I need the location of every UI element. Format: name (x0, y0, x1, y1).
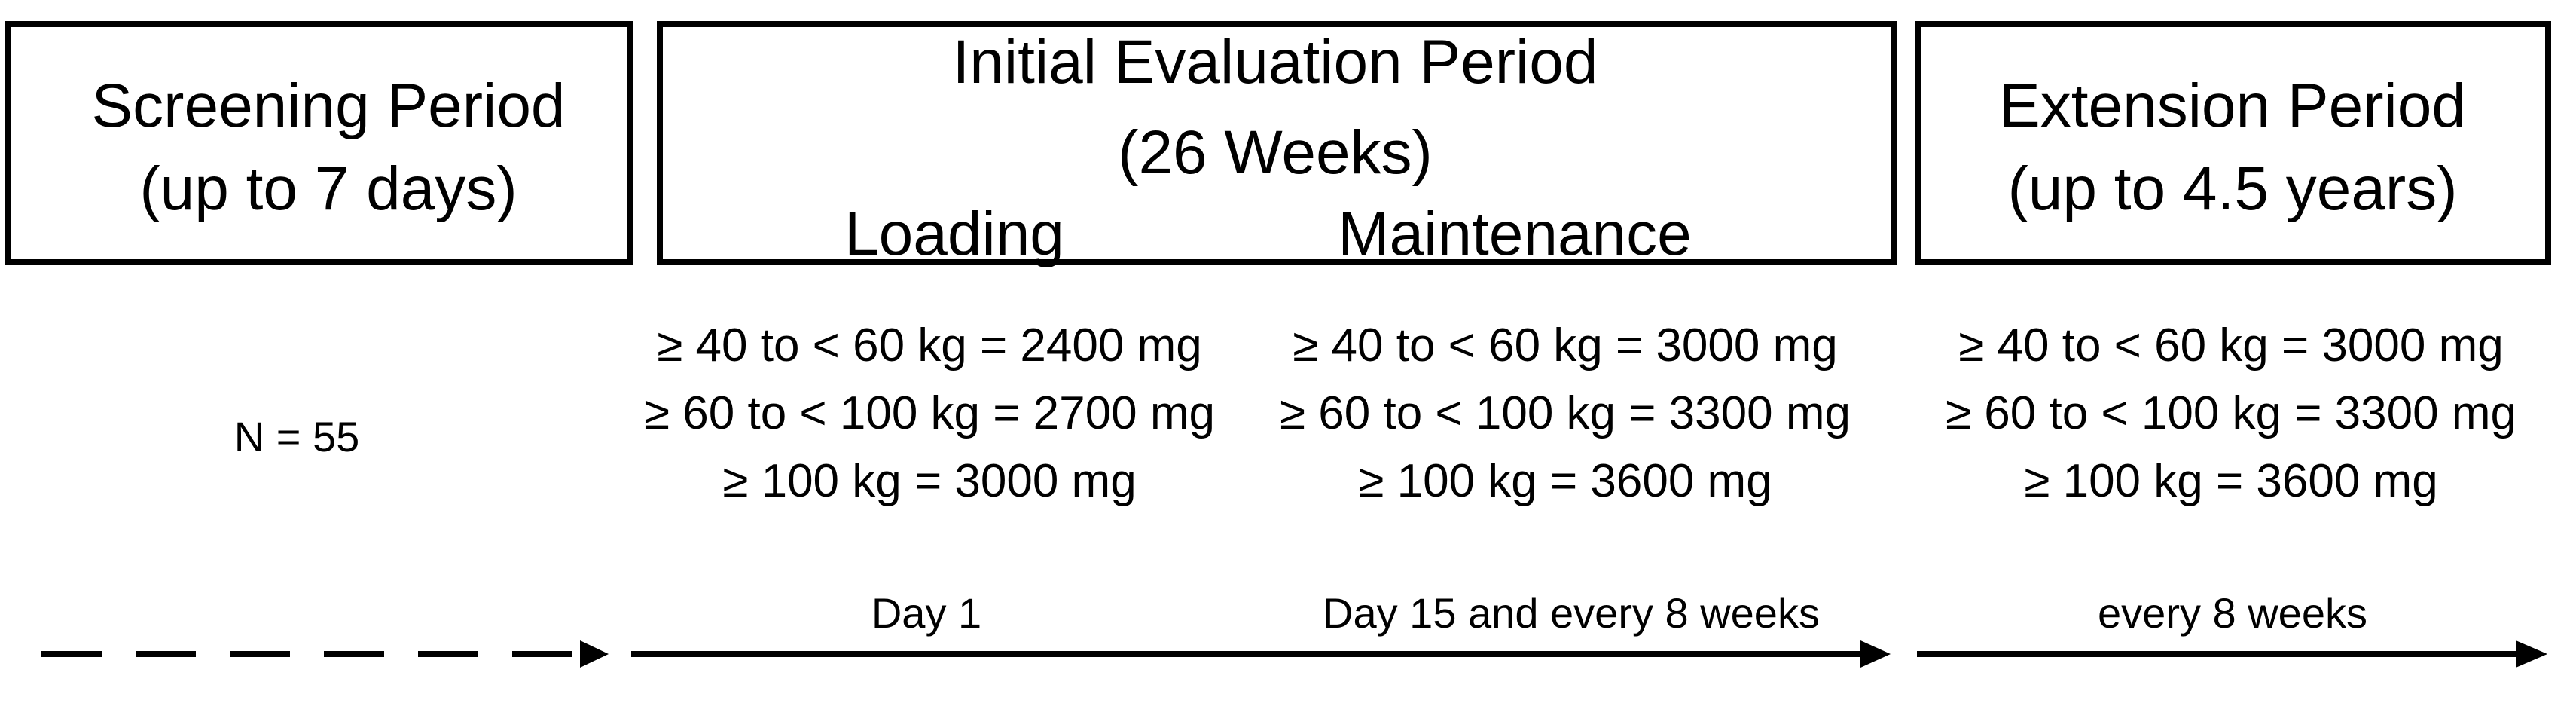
maintenance-label: Maintenance (1338, 200, 1692, 268)
maintenance-dose-line-3: ≥ 100 kg = 3600 mg (1358, 455, 1772, 507)
extension-dose-line-3: ≥ 100 kg = 3600 mg (2024, 455, 2438, 507)
screening-period-duration: (up to 7 days) (139, 154, 517, 223)
initial-evaluation-period-box (657, 21, 1897, 265)
screening-arrowhead (580, 640, 609, 668)
extension-timing: every 8 weeks (2098, 589, 2367, 637)
screening-period-box (5, 21, 633, 265)
screening-period-title: Screening Period (91, 72, 566, 140)
extension-dose-line-2: ≥ 60 to < 100 kg = 3300 mg (1946, 387, 2516, 439)
initial-evaluation-period-duration: (26 Weeks) (1118, 118, 1433, 187)
sample-size: N = 55 (233, 413, 360, 460)
extension-period-duration: (up to 4.5 years) (2007, 154, 2458, 223)
maintenance-dose-line-1: ≥ 40 to < 60 kg = 3000 mg (1293, 319, 1838, 371)
extension-dose-line-1: ≥ 40 to < 60 kg = 3000 mg (1958, 319, 2504, 371)
loading-label: Loading (844, 200, 1064, 268)
initial-evaluation-period-title: Initial Evaluation Period (952, 28, 1598, 96)
loading-dose-line-1: ≥ 40 to < 60 kg = 2400 mg (657, 319, 1202, 371)
maintenance-dose-line-2: ≥ 60 to < 100 kg = 3300 mg (1280, 387, 1851, 439)
extension-arrowhead (2516, 640, 2547, 668)
extension-period-box (1915, 21, 2551, 265)
loading-dose-line-3: ≥ 100 kg = 3000 mg (722, 455, 1137, 507)
loading-dose-line-2: ≥ 60 to < 100 kg = 2700 mg (644, 387, 1215, 439)
loading-timing: Day 1 (871, 589, 982, 637)
initial-evaluation-arrowhead (1860, 640, 1891, 668)
maintenance-timing: Day 15 and every 8 weeks (1323, 589, 1820, 637)
extension-period-title: Extension Period (1999, 72, 2466, 140)
